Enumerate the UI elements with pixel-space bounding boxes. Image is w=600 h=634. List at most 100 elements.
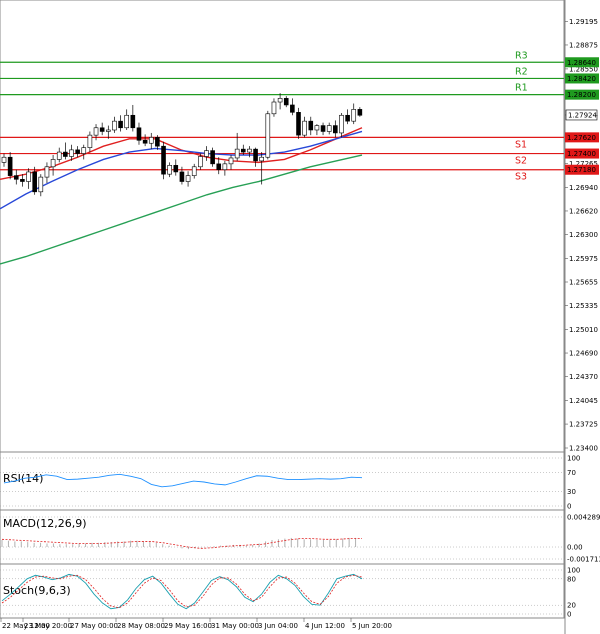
candle-body bbox=[253, 148, 258, 162]
price-tick-label: 1.25335 bbox=[569, 302, 598, 310]
candle-body bbox=[112, 120, 117, 131]
candle-body bbox=[357, 109, 363, 116]
indicator-level-label: -0.001713 bbox=[567, 556, 600, 564]
level-tag-label: 1.28200 bbox=[567, 91, 596, 99]
candle bbox=[148, 132, 154, 150]
time-tick-label: 4 Jun 12:00 bbox=[305, 622, 345, 630]
indicator-level-label: 100 bbox=[567, 455, 580, 463]
candle-body bbox=[69, 149, 74, 157]
stoch-frame bbox=[0, 563, 565, 619]
candle-body bbox=[106, 129, 111, 132]
candle-body bbox=[290, 104, 295, 113]
candle bbox=[38, 174, 44, 197]
candle bbox=[50, 155, 56, 176]
candle-body bbox=[320, 125, 326, 132]
rsi-levels: 100 70 30 0 bbox=[0, 455, 580, 511]
time-tick-label: 31 May 00:00 bbox=[211, 622, 259, 630]
ma-line bbox=[0, 127, 363, 180]
support-resistance-lines: R3 R2 R1 S1 S2 S3 bbox=[0, 50, 564, 183]
level-tag-label: 1.27400 bbox=[567, 150, 596, 158]
candle-body bbox=[44, 166, 50, 178]
price-tick-label: 1.26300 bbox=[569, 231, 598, 239]
level-name-s2: S2 bbox=[515, 156, 527, 167]
candle bbox=[20, 174, 25, 187]
candle bbox=[167, 162, 172, 178]
level-tag-r1 bbox=[565, 89, 599, 100]
candle bbox=[136, 122, 142, 145]
candle bbox=[93, 124, 99, 141]
candle-body bbox=[20, 179, 25, 182]
price-tick-label: 1.28875 bbox=[569, 41, 598, 49]
level-tag-label: 1.28640 bbox=[567, 59, 596, 67]
indicator-level-label: 0 bbox=[567, 503, 571, 511]
macd-frame bbox=[0, 509, 565, 565]
candle-body bbox=[302, 120, 307, 136]
candle bbox=[44, 162, 50, 183]
candle-body bbox=[198, 156, 203, 168]
candle-body bbox=[130, 114, 136, 129]
macd-signal-line bbox=[1, 538, 362, 549]
price-tick-label: 1.26620 bbox=[569, 207, 598, 215]
level-price-tags: 1.28640 1.28420 1.28200 1.27620 1.27400 1.271… bbox=[565, 57, 599, 175]
time-tick-label: 29 May 16:00 bbox=[164, 622, 212, 630]
candle-body bbox=[314, 125, 320, 131]
candle bbox=[314, 124, 320, 136]
macd-title: MACD(12,26,9) bbox=[3, 517, 87, 530]
candle bbox=[7, 152, 13, 180]
price-tick-label: 1.23725 bbox=[569, 421, 598, 429]
candle-body bbox=[13, 175, 19, 180]
rsi-line bbox=[3, 473, 363, 488]
candle-body bbox=[234, 148, 240, 159]
rsi-frame bbox=[0, 451, 565, 511]
candle bbox=[345, 109, 350, 125]
candle-body bbox=[63, 151, 68, 157]
candle-body bbox=[99, 127, 105, 132]
candle-body bbox=[333, 125, 338, 134]
candle-body bbox=[247, 148, 252, 153]
stoch-d-line bbox=[1, 574, 363, 609]
indicator-level-label: 0.00 bbox=[567, 544, 583, 552]
candle bbox=[161, 141, 166, 180]
candle-body bbox=[351, 109, 357, 122]
candle-body bbox=[38, 176, 44, 193]
time-tick-label: 5 Jun 20:00 bbox=[352, 622, 392, 630]
time-tick-label: 27 May 00:00 bbox=[70, 622, 118, 630]
candle-body bbox=[148, 137, 154, 144]
candle bbox=[185, 171, 191, 187]
level-tag-label: 1.27180 bbox=[567, 166, 596, 174]
level-name-s1: S1 bbox=[515, 139, 527, 150]
candle-body bbox=[185, 175, 191, 182]
candle bbox=[277, 93, 283, 110]
candle-body bbox=[93, 127, 99, 136]
candle-body bbox=[1, 156, 7, 163]
candle bbox=[26, 168, 31, 189]
candle-body bbox=[296, 112, 301, 136]
candle bbox=[124, 109, 130, 130]
indicator-level-label: 0.004289 bbox=[567, 514, 600, 522]
price-tick-label: 1.24370 bbox=[569, 373, 598, 381]
indicator-level-label: 100 bbox=[567, 567, 580, 575]
candle bbox=[87, 131, 93, 153]
candle-body bbox=[136, 127, 142, 141]
candle bbox=[69, 144, 74, 161]
candle bbox=[296, 107, 301, 139]
candle-body bbox=[167, 165, 172, 175]
time-tick-label: 22 May 12:00 bbox=[2, 622, 50, 630]
candle bbox=[333, 120, 338, 138]
level-name-s3: S3 bbox=[515, 172, 527, 183]
candle bbox=[1, 153, 7, 167]
time-tick-label: 23 May 20:00 bbox=[24, 622, 72, 630]
candle-body bbox=[87, 134, 93, 148]
candle-body bbox=[222, 163, 228, 171]
candle bbox=[247, 146, 252, 158]
candle-body bbox=[277, 98, 283, 103]
candle bbox=[32, 166, 37, 195]
price-tick-label: 1.23400 bbox=[569, 445, 598, 453]
candle bbox=[155, 135, 160, 150]
candle-body bbox=[339, 114, 344, 134]
